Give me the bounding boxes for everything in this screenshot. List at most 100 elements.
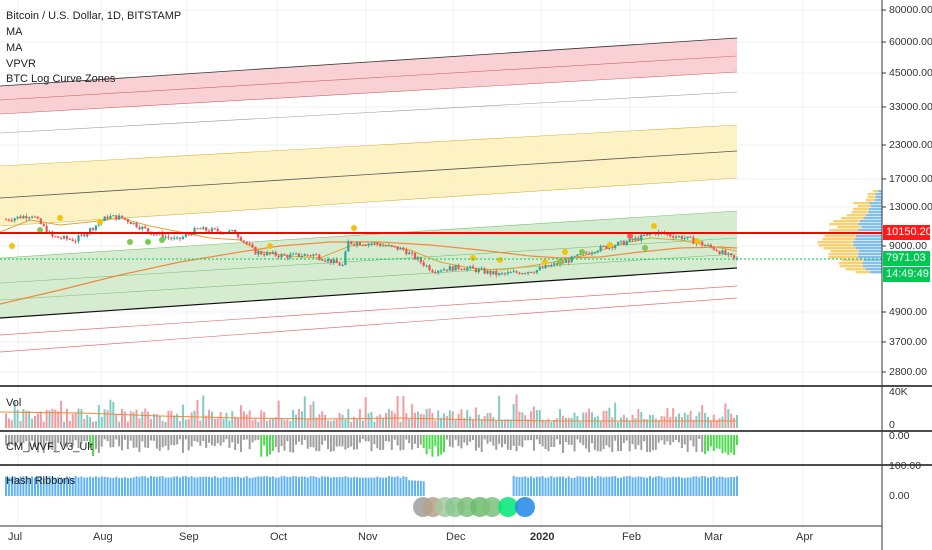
wvf-bar — [350, 435, 353, 447]
wvf-bar — [472, 435, 475, 441]
vpvr-bar-down — [856, 235, 882, 238]
wvf-bar — [730, 435, 733, 453]
volume-bar — [530, 411, 533, 428]
price-candle-body — [120, 215, 124, 218]
volume-bar — [619, 417, 622, 428]
vpvr-bar-down — [869, 202, 882, 205]
hash-ribbon-bar — [237, 476, 240, 496]
hash-ribbon-bar — [721, 476, 724, 496]
hash-ribbon-bar — [666, 477, 669, 496]
volume-bar — [428, 408, 431, 428]
hash-ribbon-bar — [651, 477, 654, 496]
signal-dot — [37, 227, 43, 233]
hash-ribbon-bar — [364, 477, 367, 496]
hash-ribbon-bar — [13, 476, 16, 496]
wvf-bar — [628, 435, 631, 452]
hash-ribbon-bar — [286, 476, 289, 496]
volume-bar — [251, 420, 254, 428]
price-candle-body — [556, 263, 559, 265]
hash-ribbon-bar — [65, 476, 68, 496]
volume-bar — [187, 419, 190, 428]
volume-bar — [590, 412, 593, 428]
price-candle-body — [199, 228, 202, 230]
volume-bar — [564, 417, 567, 428]
price-candle-body — [103, 216, 106, 222]
indicator-ma-1[interactable]: MA — [6, 26, 23, 38]
hash-ribbon-bar — [48, 476, 51, 496]
wvf-bar — [358, 435, 361, 443]
wvf-bar — [625, 435, 628, 441]
volume-bar — [306, 418, 309, 428]
volume-bar — [63, 421, 66, 428]
wvf-pane-title[interactable]: CM_WVF_V3_Ult — [6, 441, 93, 453]
wvf-bar — [179, 435, 182, 440]
volume-bar — [602, 410, 605, 428]
price-candle-body — [605, 246, 608, 249]
hash-ribbon-bar — [210, 477, 213, 496]
hash-ribbon-bar — [297, 476, 300, 496]
hash-ribbon-bar — [306, 477, 309, 496]
price-candle-body — [300, 256, 303, 258]
hash-ribbon-bar — [42, 476, 45, 496]
price-candle-body — [283, 254, 286, 256]
resistance-price-tag: 10150.20 — [883, 225, 932, 240]
volume-bar — [271, 418, 274, 428]
wvf-bar — [167, 435, 170, 451]
hash-ribbon-bar — [538, 476, 541, 496]
wvf-bar — [19, 435, 22, 446]
hash-ribbon-bar — [158, 476, 161, 496]
zone-red-top-line — [0, 37, 738, 87]
hash-ribbon-bar — [318, 477, 321, 496]
wvf-bar — [51, 435, 54, 450]
signal-dot — [627, 233, 633, 239]
volume-bar — [234, 416, 237, 428]
signal-dot — [562, 249, 568, 255]
hash-ribbon-bar — [648, 476, 651, 496]
wvf-bar — [425, 435, 428, 455]
wvf-bar — [152, 435, 155, 441]
vpvr-bar-up — [867, 196, 876, 199]
vpvr-bar-down — [857, 253, 882, 256]
wvf-bar — [361, 435, 364, 440]
volume-bar — [440, 417, 443, 428]
hash-ribbon-bar — [376, 476, 379, 496]
indicator-log-curve-zones[interactable]: BTC Log Curve Zones — [6, 73, 116, 85]
wvf-bar — [228, 435, 231, 448]
wvf-bar — [422, 435, 425, 449]
vpvr-bar-down — [875, 196, 882, 199]
hash-ribbon-bar — [86, 477, 89, 496]
volume-bar — [68, 420, 71, 428]
hash-ribbon-bar — [588, 476, 591, 496]
wvf-bar — [733, 435, 736, 456]
volume-bar — [373, 421, 376, 428]
hash-ribbons-pane-title[interactable]: Hash Ribbons — [6, 475, 76, 487]
price-candle-body — [54, 236, 57, 238]
price-candle-body — [413, 253, 417, 260]
wvf-bar — [48, 435, 51, 449]
wvf-bar — [89, 435, 92, 448]
volume-bar — [150, 418, 153, 428]
hash-ribbon-bar — [411, 480, 414, 496]
vpvr-bar-down — [866, 214, 882, 217]
zone-yellow-top-line — [0, 124, 738, 167]
signal-dot — [159, 237, 165, 243]
volume-bar — [71, 413, 74, 428]
wvf-bar — [321, 435, 324, 445]
indicator-vpvr[interactable]: VPVR — [6, 58, 36, 70]
volume-pane-title[interactable]: Vol — [6, 397, 22, 409]
price-candle-body — [80, 234, 83, 236]
hash-ribbon-bar — [727, 477, 730, 496]
wvf-bar — [515, 435, 518, 452]
price-candle-body — [422, 262, 425, 266]
hash-ribbon-bar — [385, 477, 388, 496]
hash-ribbon-bar — [715, 477, 718, 496]
wvf-bar — [263, 435, 266, 446]
hash-signal-dot — [498, 497, 518, 517]
volume-bar — [97, 405, 100, 428]
hash-ribbon-bar — [92, 477, 95, 496]
volume-bar — [547, 418, 550, 428]
hash-ribbon-bar — [408, 480, 411, 496]
price-candle-body — [486, 270, 489, 274]
indicator-ma-2[interactable]: MA — [6, 42, 23, 54]
